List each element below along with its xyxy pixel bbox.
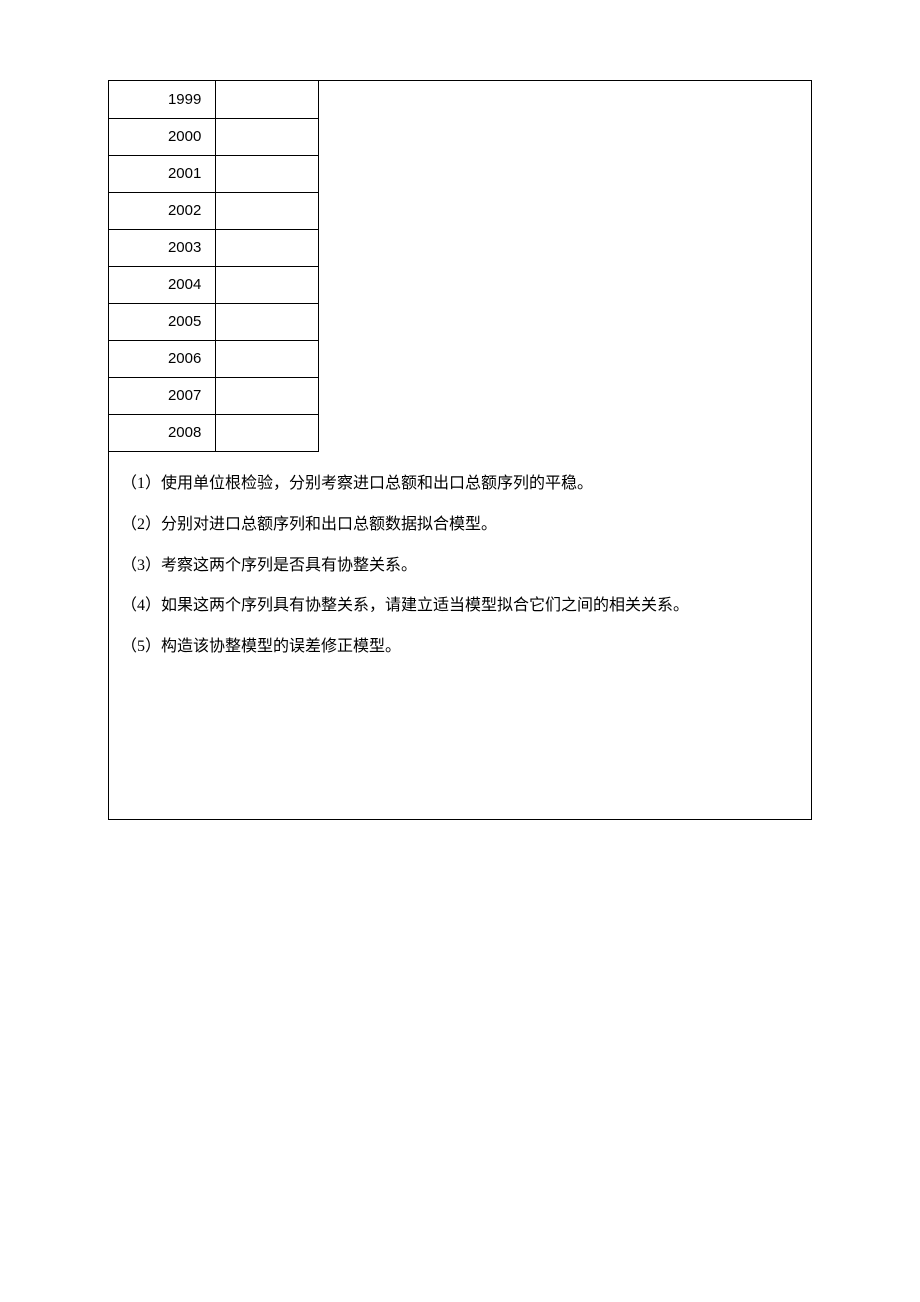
table-row: 2008 <box>109 414 319 451</box>
year-cell: 2000 <box>109 118 216 155</box>
table-row: 2002 <box>109 192 319 229</box>
table-row: 2001 <box>109 155 319 192</box>
value-cell <box>216 81 319 118</box>
table-row: 1999 <box>109 81 319 118</box>
question-item: （2）分别对进口总额序列和出口总额数据拟合模型。 <box>121 505 689 546</box>
value-cell <box>216 303 319 340</box>
question-item: （4）如果这两个序列具有协整关系，请建立适当模型拟合它们之间的相关关系。 <box>121 586 689 627</box>
year-cell: 2003 <box>109 229 216 266</box>
year-cell: 2008 <box>109 414 216 451</box>
table-row: 2007 <box>109 377 319 414</box>
value-cell <box>216 155 319 192</box>
value-cell <box>216 266 319 303</box>
table-row: 2006 <box>109 340 319 377</box>
value-cell <box>216 118 319 155</box>
table-row: 2005 <box>109 303 319 340</box>
year-cell: 2002 <box>109 192 216 229</box>
year-data-table: 1999 2000 2001 2002 2003 2004 2005 2006 … <box>109 81 319 452</box>
year-cell: 2007 <box>109 377 216 414</box>
question-item: （1）使用单位根检验，分别考察进口总额和出口总额序列的平稳。 <box>121 464 689 505</box>
table-row: 2003 <box>109 229 319 266</box>
table-row: 2000 <box>109 118 319 155</box>
page-frame: 1999 2000 2001 2002 2003 2004 2005 2006 … <box>108 80 812 820</box>
year-cell: 2001 <box>109 155 216 192</box>
question-item: （3）考察这两个序列是否具有协整关系。 <box>121 546 689 587</box>
value-cell <box>216 229 319 266</box>
value-cell <box>216 192 319 229</box>
value-cell <box>216 377 319 414</box>
year-cell: 2005 <box>109 303 216 340</box>
value-cell <box>216 340 319 377</box>
question-item: （5）构造该协整模型的误差修正模型。 <box>121 627 689 668</box>
year-cell: 1999 <box>109 81 216 118</box>
question-list: （1）使用单位根检验，分别考察进口总额和出口总额序列的平稳。 （2）分别对进口总… <box>121 464 689 668</box>
year-cell: 2006 <box>109 340 216 377</box>
year-cell: 2004 <box>109 266 216 303</box>
value-cell <box>216 414 319 451</box>
table-row: 2004 <box>109 266 319 303</box>
